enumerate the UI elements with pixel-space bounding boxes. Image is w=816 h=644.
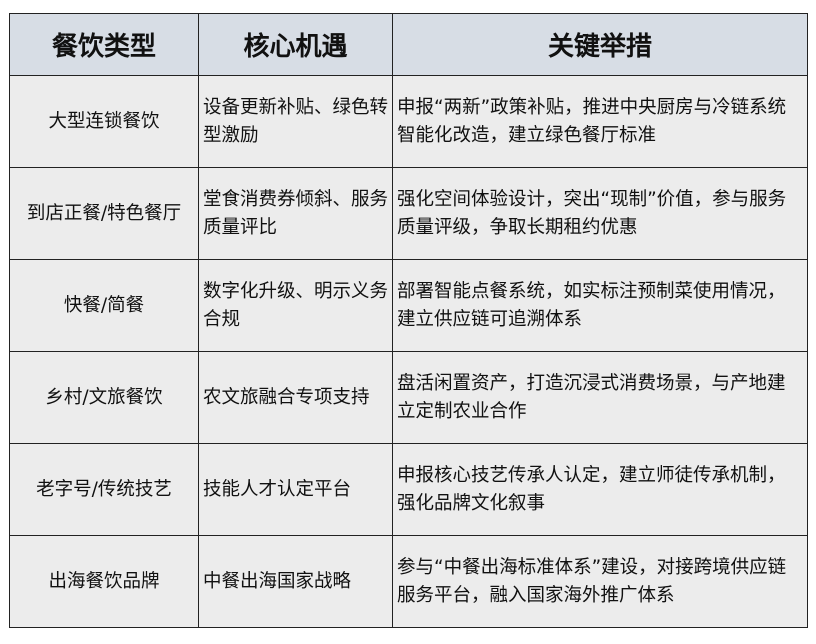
- catering-strategy-table: 餐饮类型 核心机遇 关键举措 大型连锁餐饮 设备更新补贴、绿色转型激励 申报“两…: [9, 13, 808, 628]
- header-type: 餐饮类型: [9, 13, 199, 76]
- header-measures: 关键举措: [392, 13, 808, 76]
- cell-opportunity: 设备更新补贴、绿色转型激励: [198, 75, 393, 168]
- table-row: 老字号/传统技艺 技能人才认定平台 申报核心技艺传承人认定，建立师徒传承机制，强…: [9, 443, 808, 536]
- cell-type: 老字号/传统技艺: [9, 443, 199, 536]
- cell-type: 快餐/简餐: [9, 259, 199, 352]
- cell-measures: 参与“中餐出海标准体系”建设，对接跨境供应链服务平台，融入国家海外推广体系: [392, 535, 808, 628]
- table-row: 到店正餐/特色餐厅 堂食消费券倾斜、服务质量评比 强化空间体验设计，突出“现制”…: [9, 167, 808, 260]
- cell-opportunity: 堂食消费券倾斜、服务质量评比: [198, 167, 393, 260]
- cell-measures: 申报核心技艺传承人认定，建立师徒传承机制，强化品牌文化叙事: [392, 443, 808, 536]
- table-row: 出海餐饮品牌 中餐出海国家战略 参与“中餐出海标准体系”建设，对接跨境供应链服务…: [9, 535, 808, 628]
- cell-opportunity: 中餐出海国家战略: [198, 535, 393, 628]
- cell-type: 出海餐饮品牌: [9, 535, 199, 628]
- table-row: 乡村/文旅餐饮 农文旅融合专项支持 盘活闲置资产，打造沉浸式消费场景，与产地建立…: [9, 351, 808, 444]
- cell-opportunity: 农文旅融合专项支持: [198, 351, 393, 444]
- table-row: 快餐/简餐 数字化升级、明示义务合规 部署智能点餐系统，如实标注预制菜使用情况，…: [9, 259, 808, 352]
- cell-measures: 盘活闲置资产，打造沉浸式消费场景，与产地建立定制农业合作: [392, 351, 808, 444]
- header-row: 餐饮类型 核心机遇 关键举措: [9, 13, 808, 76]
- header-opportunity: 核心机遇: [198, 13, 393, 76]
- cell-type: 到店正餐/特色餐厅: [9, 167, 199, 260]
- table-row: 大型连锁餐饮 设备更新补贴、绿色转型激励 申报“两新”政策补贴，推进中央厨房与冷…: [9, 75, 808, 168]
- cell-measures: 申报“两新”政策补贴，推进中央厨房与冷链系统智能化改造，建立绿色餐厅标准: [392, 75, 808, 168]
- cell-opportunity: 技能人才认定平台: [198, 443, 393, 536]
- cell-opportunity: 数字化升级、明示义务合规: [198, 259, 393, 352]
- cell-type: 大型连锁餐饮: [9, 75, 199, 168]
- cell-measures: 部署智能点餐系统，如实标注预制菜使用情况，建立供应链可追溯体系: [392, 259, 808, 352]
- cell-type: 乡村/文旅餐饮: [9, 351, 199, 444]
- cell-measures: 强化空间体验设计，突出“现制”价值，参与服务质量评级，争取长期租约优惠: [392, 167, 808, 260]
